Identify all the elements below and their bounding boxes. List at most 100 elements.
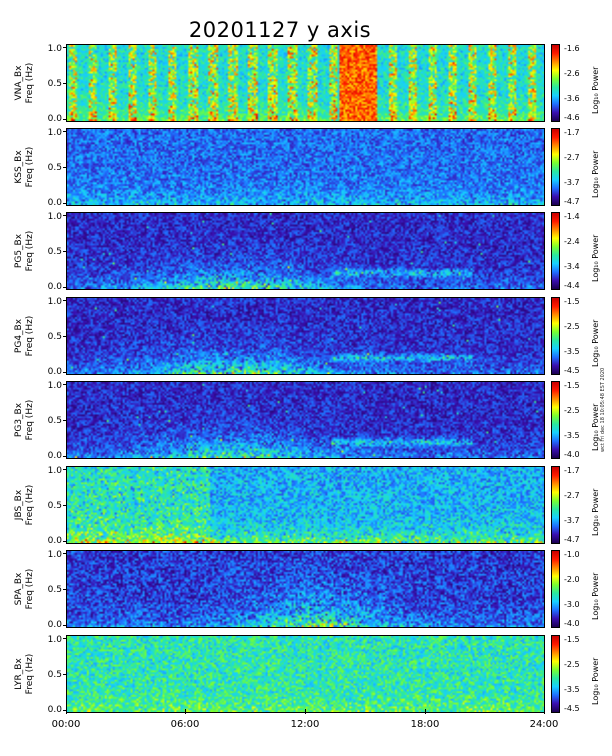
colorbar-label: Log₁₀ Power — [591, 657, 600, 705]
spectrogram-image — [66, 297, 545, 375]
freq-label: Freq (Hz) — [25, 315, 35, 357]
colorbar-label: Log₁₀ Power — [591, 319, 600, 367]
y-tick-label: 0.0 — [47, 705, 62, 715]
colorbar-tick-label: -3.7 — [564, 515, 580, 525]
station-panel-spa: 0.0 0.5 1.0 SPA_Bx Freq (Hz) -1.0 -2.0 -3.0 -4.0… — [0, 550, 612, 630]
y-tick-mark — [63, 119, 67, 120]
colorbar-tick-label: -2.5 — [564, 321, 580, 331]
colorbar — [551, 550, 560, 628]
colorbar-tick-label: -4.6 — [564, 113, 580, 122]
chart-title: 20201127 y axis — [188, 18, 372, 42]
colorbar — [551, 44, 560, 122]
freq-label: Freq (Hz) — [25, 568, 35, 610]
spectrogram-image — [66, 212, 545, 290]
colorbar-tick-label: -3.5 — [564, 430, 580, 440]
y-tick-label: 1.0 — [47, 297, 62, 307]
colorbar-tick-label: -3.6 — [564, 93, 580, 103]
station-label: LYR_Bx — [14, 658, 24, 690]
y-axis-label: PG5_Bx Freq (Hz) — [14, 221, 36, 281]
y-tick-label: 0.5 — [47, 163, 62, 173]
y-tick-mark — [63, 131, 67, 132]
colorbar-tick-label: -2.6 — [564, 68, 580, 78]
colorbar-tick-label: -1.5 — [564, 381, 580, 390]
station-panel-kss: 0.0 0.5 1.0 KSS_Bx Freq (Hz) -1.7 -2.7 -3.7 -4.7… — [0, 128, 612, 208]
colorbar-label: Log₁₀ Power — [591, 403, 600, 451]
y-tick-label: 1.0 — [47, 128, 62, 138]
colorbar — [551, 297, 560, 375]
y-tick-label: 1.0 — [47, 212, 62, 222]
colorbar-label: Log₁₀ Power — [591, 572, 600, 620]
x-tick-label: 00:00 — [51, 719, 81, 730]
colorbar-tick-label: -2.7 — [564, 490, 580, 500]
station-panel-lyr: 0.0 0.5 1.0 LYR_Bx Freq (Hz) -1.5 -2.5 -3.5 -4.5… — [0, 635, 612, 715]
y-tick-mark — [63, 469, 67, 470]
station-panel-vna: 0.0 0.5 1.0 VNA_Bx Freq (Hz) -1.6 -2.6 -3.6 -4.6… — [0, 44, 612, 124]
generation-note: wct Fri dec 18 10:05:48 EST 2020 — [600, 367, 606, 452]
colorbar-tick-label: -2.7 — [564, 152, 580, 162]
y-axis-label: KSS_Bx Freq (Hz) — [14, 137, 36, 197]
colorbar-tick-label: -1.6 — [564, 44, 580, 53]
freq-label: Freq (Hz) — [25, 653, 35, 695]
station-label: PG3_Bx — [14, 402, 24, 438]
colorbar-tick-label: -2.4 — [564, 236, 580, 246]
y-tick-mark — [63, 420, 67, 421]
colorbar-tick-label: -4.4 — [564, 281, 580, 290]
x-tick-label: 12:00 — [290, 719, 320, 730]
colorbar — [551, 466, 560, 544]
y-tick-mark — [63, 625, 67, 626]
colorbar-tick-label: -3.0 — [564, 599, 580, 609]
freq-label: Freq (Hz) — [25, 399, 35, 441]
y-tick-label: 0.0 — [47, 114, 62, 124]
y-tick-mark — [63, 372, 67, 373]
y-tick-label: 0.5 — [47, 501, 62, 511]
colorbar-tick-label: -1.7 — [564, 128, 580, 137]
station-label: KSS_Bx — [14, 150, 24, 184]
y-tick-mark — [63, 167, 67, 168]
y-tick-label: 1.0 — [47, 550, 62, 560]
station-panel-pg5: 0.0 0.5 1.0 PG5_Bx Freq (Hz) -1.4 -2.4 -3.4 -4.4… — [0, 212, 612, 292]
station-panel-jbs: 0.0 0.5 1.0 JBS_Bx Freq (Hz) -1.7 -2.7 -3.7 -4.7… — [0, 466, 612, 546]
y-tick-mark — [63, 384, 67, 385]
x-tick-label: 06:00 — [170, 719, 200, 730]
y-tick-mark — [63, 541, 67, 542]
colorbar-tick-label: -4.5 — [564, 704, 580, 713]
spectrogram-image — [66, 381, 545, 459]
y-tick-label: 1.0 — [47, 381, 62, 391]
colorbar-label: Log₁₀ Power — [591, 488, 600, 536]
colorbar-tick-label: -1.5 — [564, 635, 580, 644]
x-tick-mark — [66, 709, 67, 714]
y-tick-label: 1.0 — [47, 466, 62, 476]
freq-label: Freq (Hz) — [25, 62, 35, 104]
colorbar-label: Log₁₀ Power — [591, 150, 600, 198]
y-tick-label: 0.5 — [47, 247, 62, 257]
freq-label: Freq (Hz) — [25, 484, 35, 526]
colorbar-tick-label: -3.4 — [564, 261, 580, 271]
colorbar-tick-label: -4.7 — [564, 197, 580, 206]
colorbar-tick-label: -1.7 — [564, 466, 580, 475]
y-tick-label: 0.5 — [47, 79, 62, 89]
x-tick-label: 18:00 — [410, 719, 440, 730]
station-panel-pg3: 0.0 0.5 1.0 PG3_Bx Freq (Hz) -1.5 -2.5 -3.5 -4.0… — [0, 381, 612, 461]
y-tick-label: 0.5 — [47, 332, 62, 342]
colorbar-tick-label: -4.7 — [564, 535, 580, 544]
y-tick-mark — [63, 83, 67, 84]
y-tick-mark — [63, 674, 67, 675]
y-tick-label: 0.0 — [47, 282, 62, 292]
station-panel-pg4: 0.0 0.5 1.0 PG4_Bx Freq (Hz) -1.5 -2.5 -3.5 -4.5… — [0, 297, 612, 377]
colorbar-label: Log₁₀ Power — [591, 234, 600, 282]
y-tick-mark — [63, 638, 67, 639]
y-tick-label: 0.0 — [47, 451, 62, 461]
y-tick-label: 0.5 — [47, 670, 62, 680]
colorbar-tick-label: -2.5 — [564, 405, 580, 415]
y-tick-label: 0.0 — [47, 620, 62, 630]
y-tick-mark — [63, 300, 67, 301]
colorbar — [551, 381, 560, 459]
y-axis-label: JBS_Bx Freq (Hz) — [14, 475, 36, 535]
y-axis-label: PG3_Bx Freq (Hz) — [14, 390, 36, 450]
y-tick-label: 0.0 — [47, 367, 62, 377]
y-tick-mark — [63, 456, 67, 457]
colorbar-tick-label: -1.0 — [564, 550, 580, 559]
station-label: PG5_Bx — [14, 233, 24, 269]
y-tick-label: 0.5 — [47, 585, 62, 595]
spectrogram-image — [66, 466, 545, 544]
